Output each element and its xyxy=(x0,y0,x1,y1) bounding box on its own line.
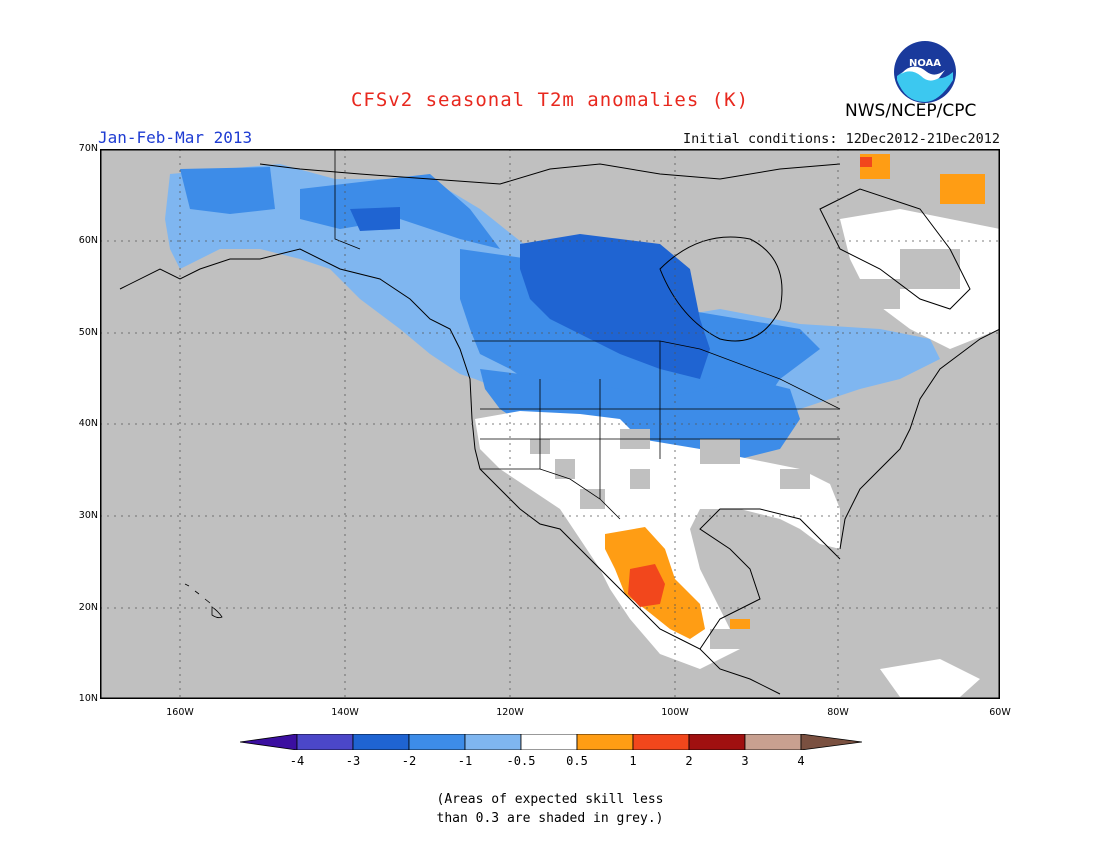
hawaii xyxy=(184,583,223,619)
lon-label-100w: 100W xyxy=(661,707,689,718)
lon-label-140w: 140W xyxy=(331,707,359,718)
colorbar-swatch xyxy=(688,734,746,750)
colorbar-label: -4 xyxy=(289,754,305,768)
skill-note-line2: than 0.3 are shaded in grey.) xyxy=(436,811,664,826)
lat-label-10n: 10N xyxy=(78,693,98,704)
colorbar-label: 0.5 xyxy=(566,754,588,768)
anomaly-map xyxy=(100,149,1000,699)
lat-label-60n: 60N xyxy=(78,235,98,246)
lat-label-40n: 40N xyxy=(78,418,98,429)
colorbar-label: 1 xyxy=(629,754,637,768)
anomaly-plus-one-regions xyxy=(628,157,872,607)
lon-label-160w: 160W xyxy=(166,707,194,718)
lat-label-50n: 50N xyxy=(78,327,98,338)
lon-label-60w: 60W xyxy=(989,707,1011,718)
colorbar-swatch xyxy=(576,734,634,750)
colorbar-swatch xyxy=(464,734,522,750)
agency-label: NWS/NCEP/CPC xyxy=(845,101,977,121)
colorbar-swatch xyxy=(520,734,578,750)
colorbar-swatch xyxy=(632,734,690,750)
colorbar-label: 3 xyxy=(741,754,749,768)
anomaly-minus-two-regions xyxy=(350,207,710,379)
lat-label-30n: 30N xyxy=(78,510,98,521)
noaa-logo: NOAA xyxy=(894,41,956,103)
lon-label-80w: 80W xyxy=(827,707,849,718)
skill-note-line1: (Areas of expected skill less xyxy=(436,792,664,807)
colorbar-swatch xyxy=(408,734,466,750)
colorbar-label: 4 xyxy=(797,754,805,768)
colorbar-label: -3 xyxy=(345,754,361,768)
colorbar-swatch xyxy=(296,734,354,750)
borders xyxy=(334,149,841,520)
map-title: CFSv2 seasonal T2m anomalies (K) xyxy=(350,89,750,111)
lat-label-70n: 70N xyxy=(78,143,98,154)
initial-conditions: Initial conditions: 12Dec2012-21Dec2012 xyxy=(683,131,1000,147)
colorbar-swatch xyxy=(744,734,802,750)
colorbar-label: -1 xyxy=(457,754,473,768)
logo-text: NOAA xyxy=(909,58,941,69)
lat-label-20n: 20N xyxy=(78,602,98,613)
colorbar-label: -2 xyxy=(401,754,417,768)
colorbar xyxy=(240,734,862,750)
colorbar-label: 2 xyxy=(685,754,693,768)
lon-label-120w: 120W xyxy=(496,707,524,718)
coastlines xyxy=(119,163,1000,695)
low-skill-patches xyxy=(530,249,960,649)
gridlines xyxy=(100,149,1000,699)
forecast-period: Jan-Feb-Mar 2013 xyxy=(98,128,253,147)
map-border xyxy=(100,149,1000,699)
colorbar-label: -0.5 xyxy=(506,754,536,768)
colorbar-lower-arrow xyxy=(240,734,298,750)
colorbar-swatch xyxy=(352,734,410,750)
colorbar-upper-arrow xyxy=(800,734,862,750)
